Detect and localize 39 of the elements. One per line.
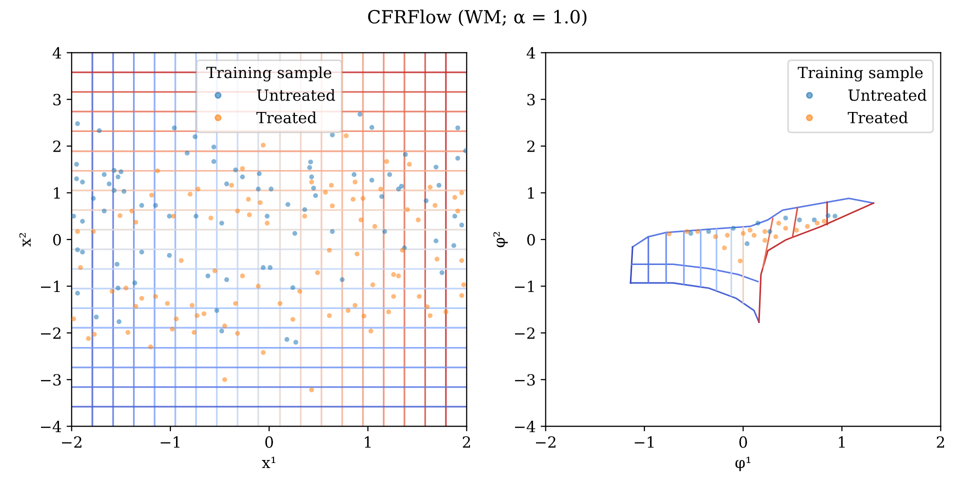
x-tick-label: 1 xyxy=(364,436,371,448)
chart-title: CFRFlow (WM; α = 1.0) xyxy=(368,10,586,26)
legend-title: Training sample xyxy=(206,66,332,82)
x-tick-label: 1 xyxy=(838,436,845,448)
x-axis-title: φ¹ xyxy=(735,456,750,472)
x-tick-label: 0 xyxy=(265,436,273,448)
y-tick-label: −4 xyxy=(41,420,62,432)
y-tick-label: −3 xyxy=(515,374,535,386)
legend-title: Training sample xyxy=(798,66,923,82)
legend-label: Treated xyxy=(848,112,908,124)
y-tick-label: −2 xyxy=(515,327,534,339)
x-tick-label: 2 xyxy=(462,436,470,448)
y-axis-title: φ² xyxy=(493,232,508,248)
y-tick-label: 4 xyxy=(526,47,536,58)
y-tick-label: 3 xyxy=(53,94,61,106)
y-tick-label: 1 xyxy=(528,187,534,199)
y-tick-label: −2 xyxy=(41,327,60,339)
y-tick-label: −4 xyxy=(515,420,536,432)
y-tick-label: 0 xyxy=(527,234,535,246)
x-axis-title: x¹ xyxy=(262,456,276,468)
y-tick-label: 0 xyxy=(53,234,61,246)
y-tick-label: 1 xyxy=(54,187,60,199)
y-tick-label: −1 xyxy=(515,280,534,292)
x-tick-label: −1 xyxy=(634,436,654,448)
legend-label: Treated xyxy=(256,112,316,124)
y-tick-label: 2 xyxy=(53,140,60,152)
y-tick-label: 3 xyxy=(527,94,535,106)
y-tick-label: −1 xyxy=(41,280,60,292)
legend-label: Untreated xyxy=(848,89,926,101)
y-tick-label: 2 xyxy=(527,140,534,152)
x-tick-label: 2 xyxy=(936,436,944,448)
x-tick-label: −2 xyxy=(62,436,82,448)
y-tick-label: −3 xyxy=(41,374,61,386)
x-tick-label: −2 xyxy=(536,436,556,448)
y-axis-title: x² xyxy=(19,233,31,247)
y-tick-label: 4 xyxy=(52,47,62,58)
x-tick-label: −1 xyxy=(160,436,180,448)
legend-label: Untreated xyxy=(256,89,336,101)
x-tick-label: 0 xyxy=(739,436,748,448)
